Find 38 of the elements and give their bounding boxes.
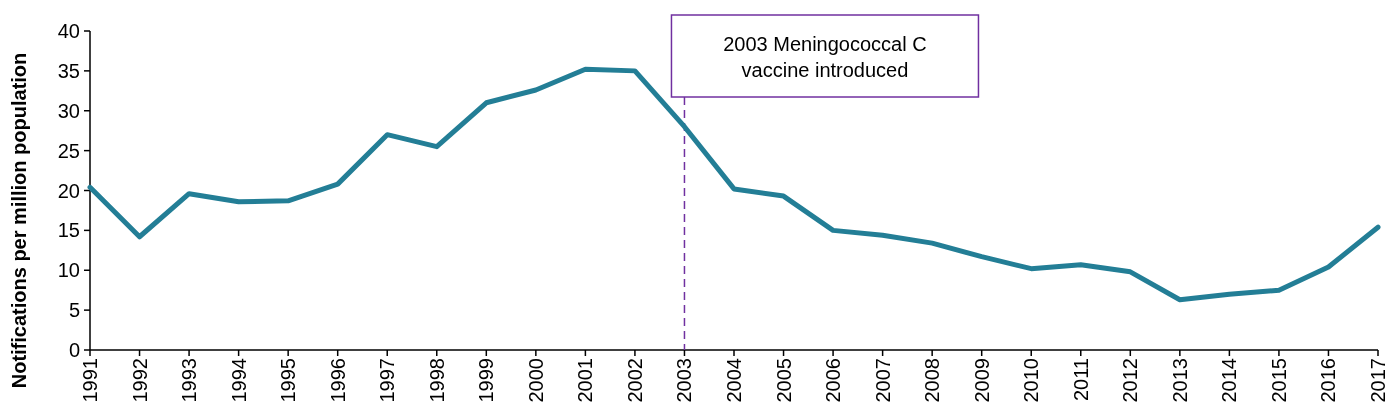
x-tick-label: 1997 <box>376 358 399 403</box>
x-tick-label: 2002 <box>623 358 646 403</box>
x-tick-label: 1993 <box>178 358 201 403</box>
x-tick-label: 2016 <box>1317 358 1340 403</box>
x-tick-label: 1998 <box>425 358 448 403</box>
y-tick-label: 15 <box>57 219 80 242</box>
x-tick-label: 2006 <box>822 358 845 403</box>
x-tick-label: 1994 <box>227 358 250 403</box>
y-tick-label: 25 <box>57 139 80 162</box>
x-tick-label: 1995 <box>277 358 300 403</box>
y-axis-title: Notifications per million population <box>8 52 30 389</box>
x-tick-label: 2010 <box>1020 358 1043 403</box>
x-tick-label: 2015 <box>1267 358 1290 403</box>
x-tick-label: 2005 <box>772 358 795 403</box>
x-tick-label: 2000 <box>524 358 547 403</box>
x-tick-label: 2011 <box>1069 358 1092 402</box>
y-tick-label: 35 <box>57 59 80 82</box>
x-tick-label: 2014 <box>1218 358 1241 403</box>
x-tick-label: 2009 <box>970 358 993 403</box>
x-tick-label: 2017 <box>1367 358 1389 403</box>
x-tick-label: 2001 <box>574 358 597 403</box>
y-tick-label: 5 <box>68 299 80 322</box>
x-tick-label: 2003 <box>673 358 696 403</box>
x-tick-label: 1999 <box>475 358 498 403</box>
y-tick-label: 30 <box>57 99 80 122</box>
x-tick-label: 2004 <box>723 358 745 403</box>
y-tick-label: 40 <box>57 20 80 42</box>
y-tick-label: 10 <box>57 259 80 282</box>
x-tick-label: 1996 <box>326 358 349 403</box>
x-tick-label: 2013 <box>1168 358 1191 403</box>
y-tick-label: 20 <box>57 179 80 202</box>
x-tick-label: 1991 <box>79 358 101 403</box>
x-tick-label: 1992 <box>128 358 151 403</box>
x-tick-label: 2007 <box>871 358 894 403</box>
y-tick-label: 0 <box>68 339 80 361</box>
ref-line-label: 2003 Meningococcal C vaccine introduced <box>723 33 927 81</box>
x-tick-label: 2012 <box>1119 358 1142 403</box>
x-tick-label: 2008 <box>921 358 944 403</box>
